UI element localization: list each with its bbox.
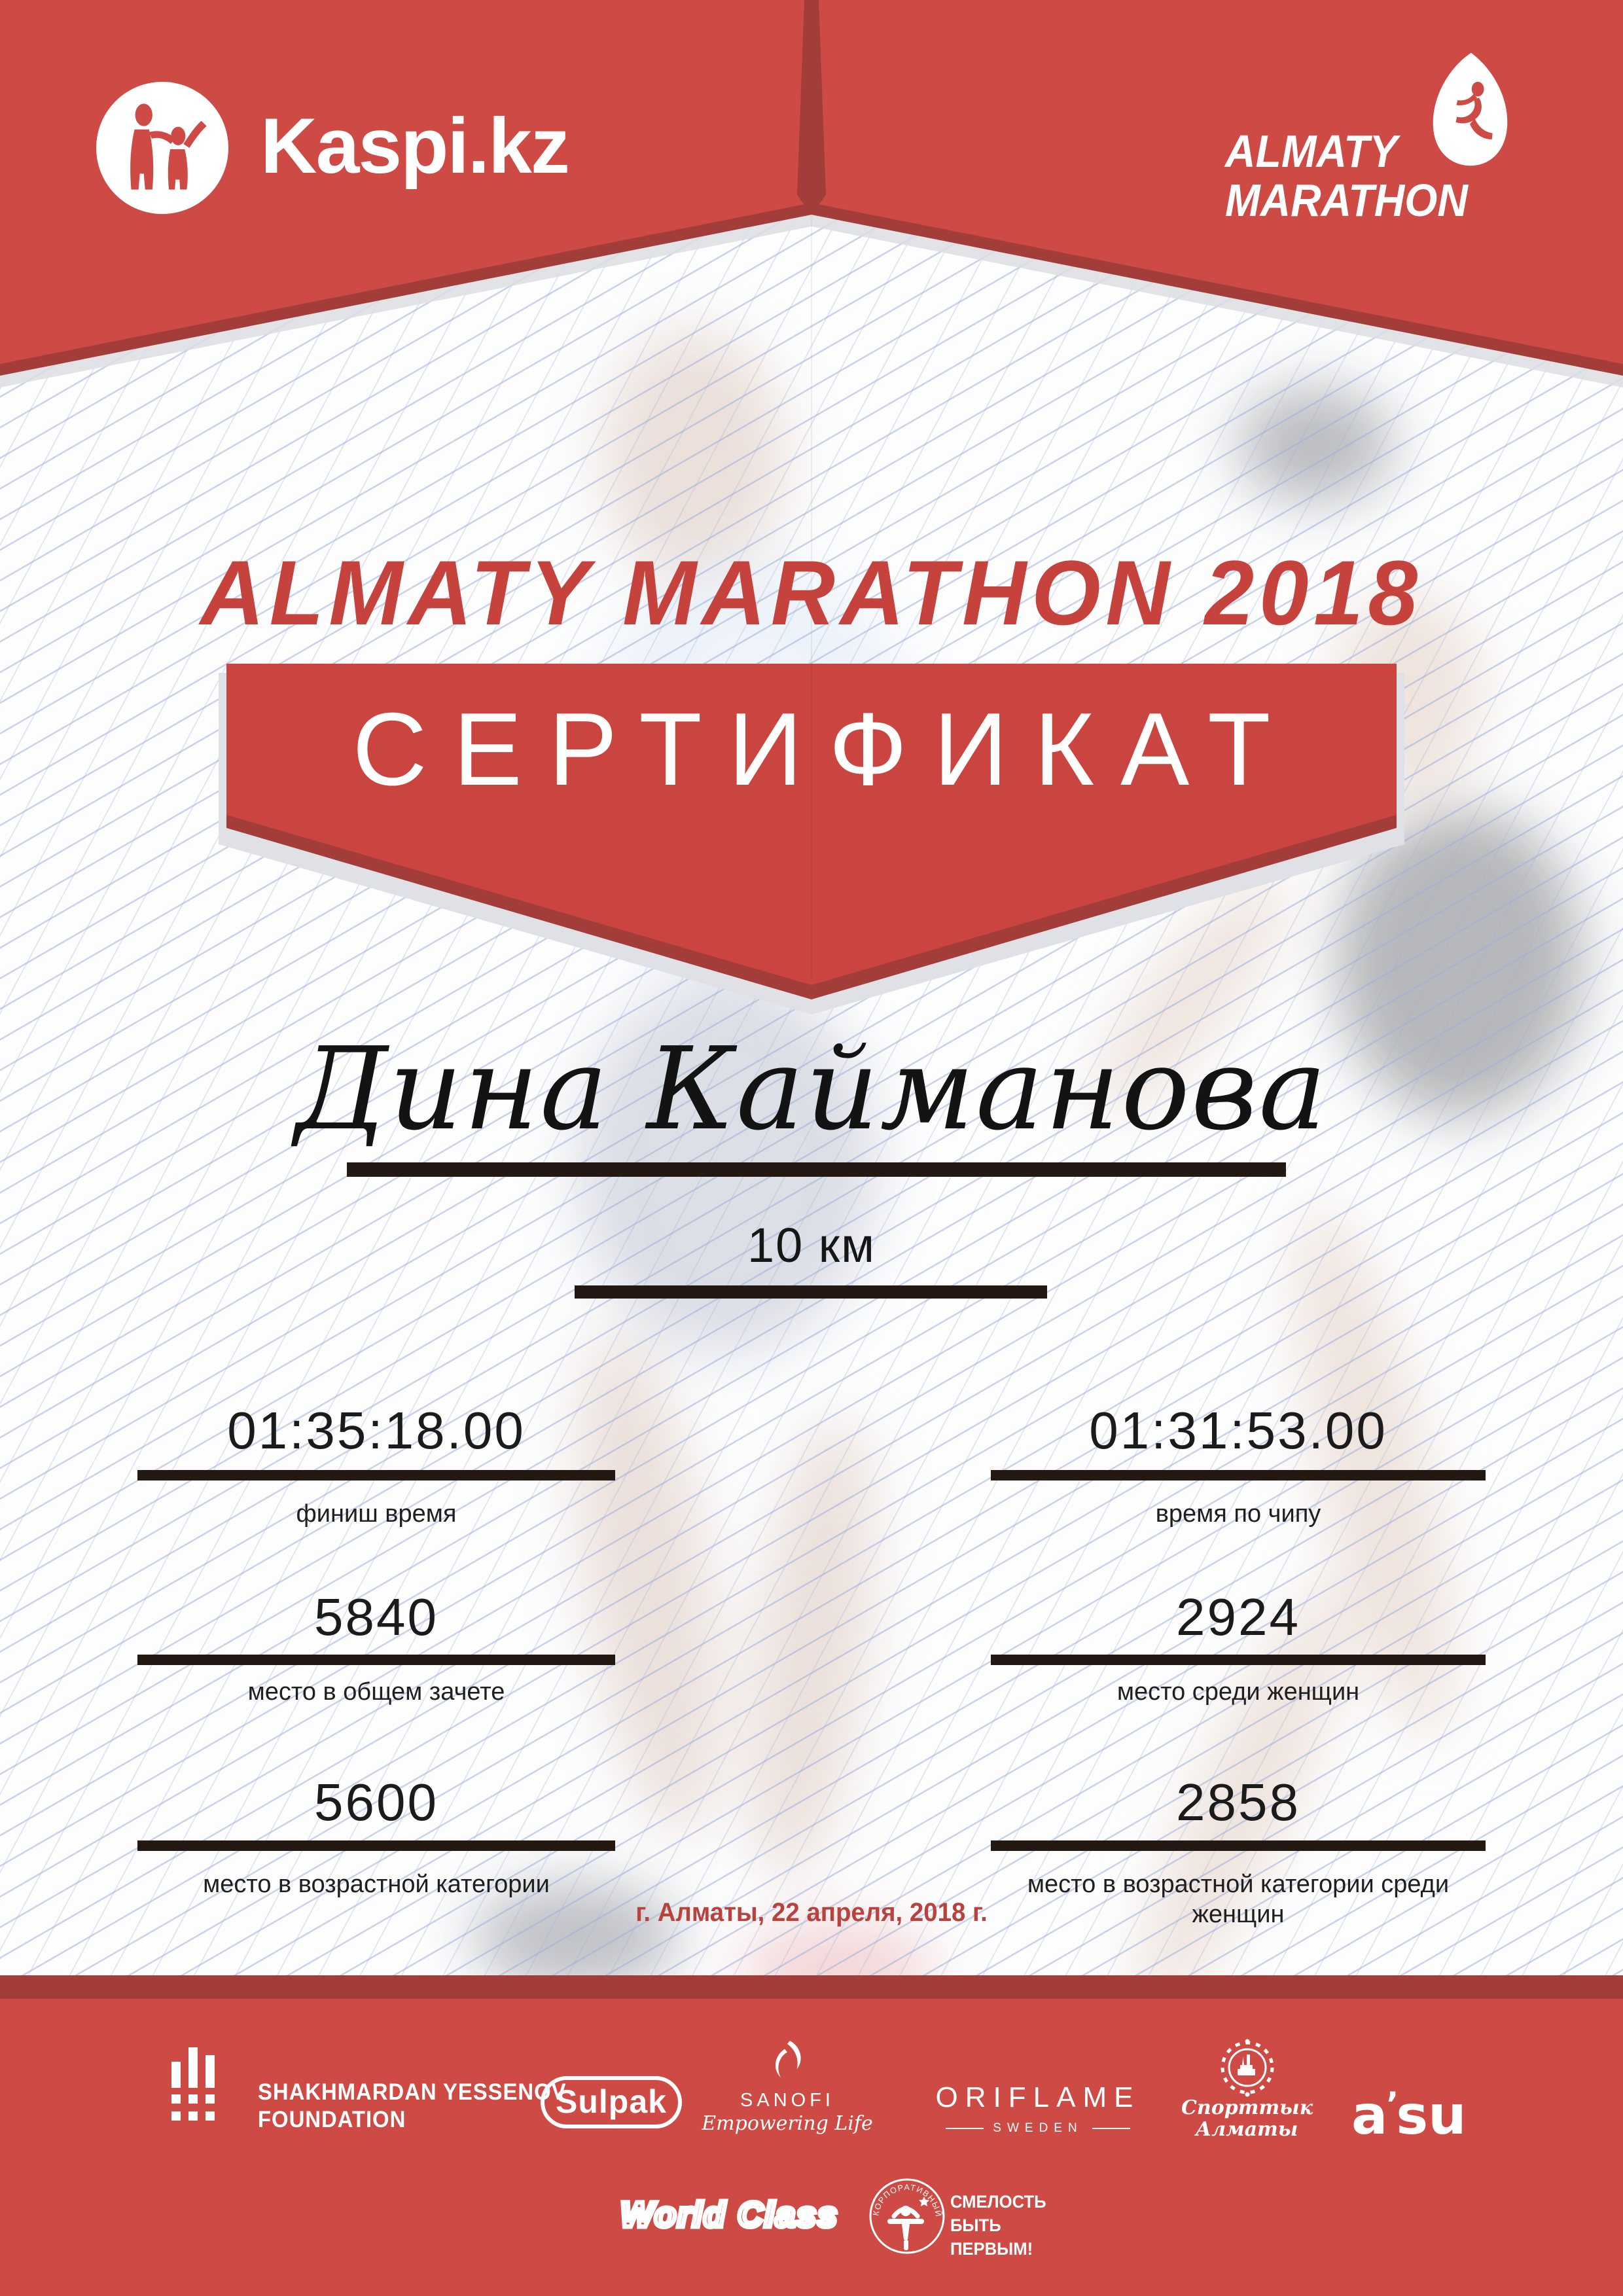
ribbon-center-fold (811, 664, 812, 978)
rule-right (1092, 2128, 1130, 2129)
stat-underline (137, 1655, 615, 1665)
stat-underline (991, 1470, 1486, 1480)
women-age-category-place-value: 2858 (1176, 1773, 1300, 1831)
sanofi-bird-icon (776, 2041, 801, 2078)
almaty-marathon-line1: ALMATY (1225, 126, 1398, 177)
world-class-logo: World Class (618, 2193, 839, 2237)
footer-dark-strip (0, 1975, 1623, 1999)
stats-left-column: 01:35:18.00 финиш время 5840 место в общ… (137, 1374, 615, 1911)
yessenov-foundation-label: SHAKHMARDAN YESSENOV FOUNDATION (258, 2079, 567, 2132)
race-distance: 10 км (747, 1218, 876, 1272)
almaty-marathon-logo-text: ALMATY MARATHON (1225, 127, 1468, 225)
event-date-location: г. Алматы, 22 апреля, 2018 г. (635, 1898, 988, 1927)
sanofi-tagline: Empowering Life (702, 2112, 873, 2135)
sporttyk-seal-icon (1221, 2039, 1274, 2097)
oriflame-sweden-label: SWEDEN (916, 2121, 1160, 2136)
women-age-category-place-label: место в возрастной категории среди женщи… (1027, 1871, 1450, 1928)
age-category-place-label: место в возрастной категории (203, 1871, 550, 1898)
women-place-label: место среди женщин (1116, 1678, 1360, 1706)
fund-seal-icon: КОРПОРАТИВНЫЙ ФОНД (868, 2176, 945, 2254)
stat-underline (991, 1840, 1486, 1851)
asu-accent: ʼ (1386, 2085, 1399, 2123)
age-category-place-value: 5600 (314, 1773, 438, 1831)
chip-time-value: 01:31:53.00 (1089, 1401, 1387, 1460)
yessenov-grid-icon (171, 2047, 215, 2121)
distance-underline (575, 1285, 1047, 1299)
sporttyk-almaty-label: Спорттык Алматы (1181, 2096, 1313, 2141)
asu-logo: aʼsu (1351, 2075, 1467, 2145)
almaty-marathon-line2: MARATHON (1225, 175, 1468, 226)
certificate-heading: СЕРТИФИКАТ (352, 692, 1297, 807)
event-title: ALMATY MARATHON 2018 (200, 541, 1423, 644)
women-place-value: 2924 (1176, 1588, 1300, 1646)
sanofi-logo: SANOFI (740, 2090, 834, 2111)
page-center-fold (811, 206, 812, 664)
oriflame-logo: ORIFLAME (935, 2081, 1141, 2113)
stat-underline (137, 1840, 615, 1851)
stats-right-column: 01:31:53.00 время по чипу 2924 место сре… (991, 1374, 1486, 1928)
chip-time-label: время по чипу (1155, 1500, 1321, 1528)
finish-time-value: 01:35:18.00 (227, 1401, 526, 1460)
finish-time-label: финиш время (296, 1500, 457, 1528)
stat-underline (991, 1655, 1486, 1665)
sulpak-logo: Sulpak (541, 2076, 682, 2128)
almaty-marathon-teardrop-icon (1433, 52, 1508, 166)
overall-place-value: 5840 (314, 1588, 438, 1646)
runner-icon (1455, 81, 1493, 139)
participant-name: Дина Кайманова (294, 1023, 1329, 1156)
kaspi-emblem-icon (96, 82, 228, 214)
kaspi-logo-text: Kaspi.kz (260, 102, 570, 190)
footer-band (0, 1999, 1623, 2296)
stat-underline (137, 1470, 615, 1480)
name-underline (347, 1162, 1286, 1177)
overall-place-label: место в общем зачете (247, 1678, 505, 1706)
fund-slogan: СМЕЛОСТЬ БЫТЬ ПЕРВЫМ! (950, 2192, 1046, 2259)
rule-left (946, 2128, 984, 2129)
